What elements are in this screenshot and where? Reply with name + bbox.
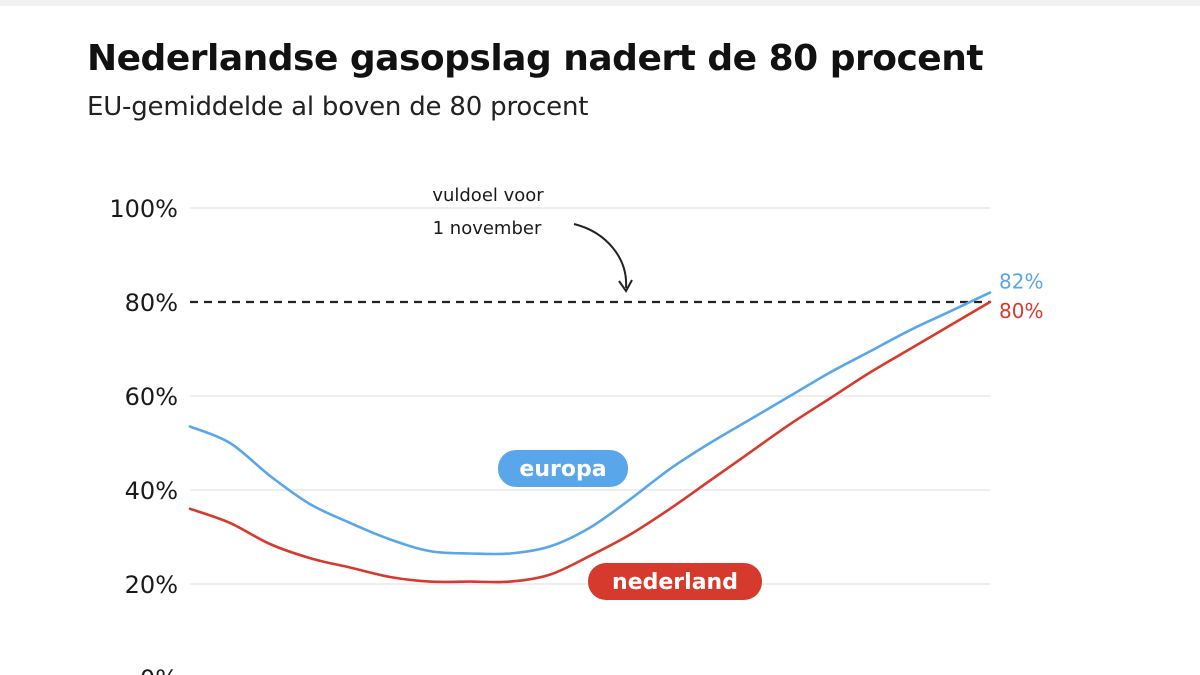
y-tick-label: 80%: [125, 289, 178, 317]
end-label-europa: 82%: [999, 270, 1043, 294]
nederland-pill-bg: [588, 563, 762, 600]
series-line-europa: [188, 291, 992, 556]
annotation-arrowhead: [618, 279, 633, 293]
y-tick-label: 0%: [140, 665, 178, 675]
series-lines: [188, 291, 992, 584]
target-annotation-line-1: vuldoel voor: [432, 185, 544, 206]
europa-pill-label: europa: [519, 457, 606, 482]
end-labels: 82%80%: [999, 270, 1043, 323]
nederland-pill-label: nederland: [612, 570, 738, 595]
y-tick-label: 40%: [125, 477, 178, 505]
y-tick-label: 20%: [125, 571, 178, 599]
chart-title: Nederlandse gasopslag nadert de 80 proce…: [87, 38, 984, 79]
annotation-arrow: [573, 223, 628, 289]
y-tick-label: 60%: [125, 383, 178, 411]
y-axis: 0% 20% 40% 60% 80% 100%: [109, 195, 178, 675]
legend-pill-nederland: nederland: [588, 563, 762, 600]
chart-subtitle: EU-gemiddelde al boven de 80 procent: [87, 92, 589, 122]
grid: [190, 207, 990, 585]
series-line-nederland: [188, 300, 992, 584]
end-label-nederland: 80%: [999, 299, 1043, 323]
target-line: vuldoel voor 1 november: [190, 185, 990, 304]
top-bar: [0, 0, 1200, 6]
target-annotation-line-2: 1 november: [433, 218, 542, 239]
europa-pill-bg: [498, 450, 628, 487]
y-tick-label: 100%: [109, 195, 178, 223]
legend-pill-europa: europa: [498, 450, 628, 487]
